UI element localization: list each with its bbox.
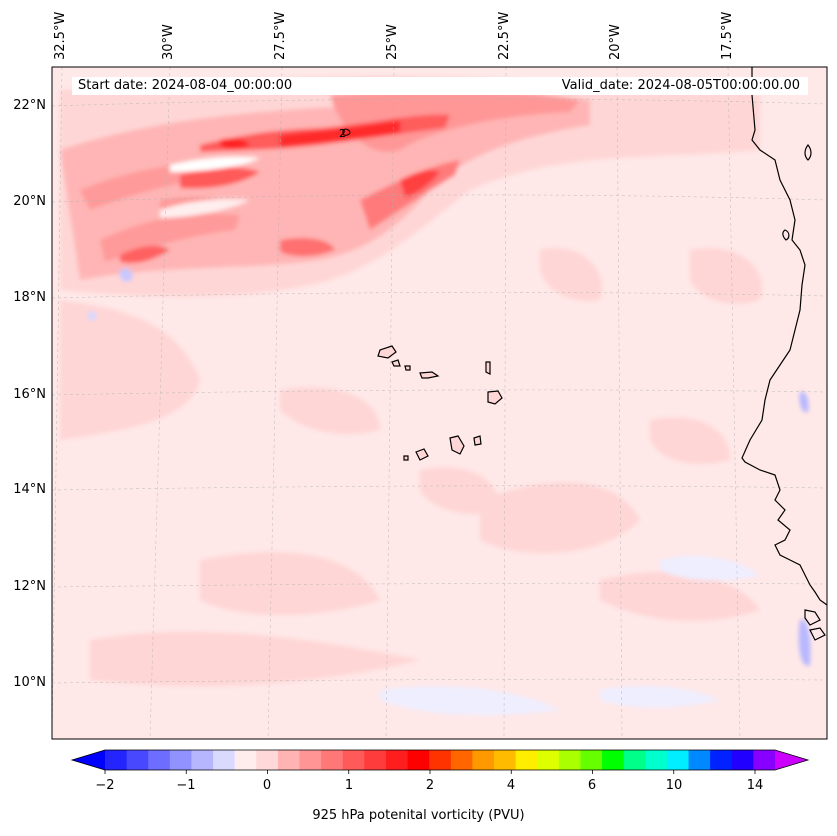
colorbar-cell xyxy=(407,750,430,770)
cape-verde-islands xyxy=(377,345,503,461)
colorbar-cell xyxy=(580,750,603,770)
map-gridlines xyxy=(52,67,827,739)
colorbar-tick-label: 2 xyxy=(425,778,435,793)
lat-label-20n: 20°N xyxy=(13,194,46,209)
colorbar-cell xyxy=(731,750,754,770)
colorbar-cell xyxy=(688,750,711,770)
lon-label-27-5w: 27.5°W xyxy=(273,11,288,60)
colorbar-cell xyxy=(623,750,646,770)
colorbar-cell xyxy=(277,750,301,770)
colorbar-cell xyxy=(364,750,387,770)
colorbar-tick-label: 4 xyxy=(506,778,516,793)
colorbar-extend-max xyxy=(775,750,808,770)
colorbar-cell xyxy=(299,750,322,770)
pv-contour-line-2: 2 xyxy=(339,127,351,140)
colorbar-cell xyxy=(213,750,236,770)
colorbar-tick-label: 10 xyxy=(665,778,683,793)
valid-date-label: Valid_date: 2024-08-05T00:00:00.00 xyxy=(561,78,800,93)
colorbar-cell xyxy=(494,750,517,770)
lat-label-10n: 10°N xyxy=(13,675,46,690)
date-banner xyxy=(72,77,808,95)
colorbar-cell xyxy=(256,750,279,770)
colorbar-cell xyxy=(385,750,409,770)
colorbar-cell xyxy=(710,750,733,770)
lon-label-17-5w: 17.5°W xyxy=(720,11,735,60)
map-panel: 2 xyxy=(52,67,827,739)
lat-label-22n: 22°N xyxy=(13,98,46,113)
colorbar-cell xyxy=(342,750,365,770)
colorbar-cell xyxy=(148,750,171,770)
colorbar-cell xyxy=(450,750,474,770)
colorbar-cell xyxy=(429,750,452,770)
lon-label-32-5w: 32.5°W xyxy=(53,11,68,60)
lat-label-12n: 12°N xyxy=(13,579,46,594)
colorbar-cell xyxy=(191,750,214,770)
colorbar-cell xyxy=(515,750,538,770)
colorbar-extend-min xyxy=(72,750,105,770)
colorbar-cell xyxy=(234,750,257,770)
lat-label-16n: 16°N xyxy=(13,387,46,402)
colorbar-cell xyxy=(321,750,344,770)
lon-label-22-5w: 22.5°W xyxy=(497,11,512,60)
colorbar-cell xyxy=(537,750,560,770)
lat-label-14n: 14°N xyxy=(13,482,46,497)
colorbar-tick-label: 1 xyxy=(344,778,354,793)
pv-contour-fill xyxy=(60,75,811,716)
colorbar-tick-label: −2 xyxy=(95,778,115,793)
colorbar-tick-label: −1 xyxy=(176,778,196,793)
map-frame xyxy=(51,66,828,740)
lat-label-18n: 18°N xyxy=(13,290,46,305)
colorbar-cell xyxy=(126,750,149,770)
colorbar-cell xyxy=(169,750,193,770)
colorbar-cell xyxy=(602,750,625,770)
start-date-label: Start date: 2024-08-04_00:00:00 xyxy=(78,78,293,93)
colorbar-tick-label: 14 xyxy=(746,778,764,793)
lon-label-30w: 30°W xyxy=(161,24,176,60)
lon-label-25w: 25°W xyxy=(385,24,400,60)
lon-label-20w: 20°W xyxy=(608,24,623,60)
colorbar-cell xyxy=(753,750,776,770)
colorbar-cell xyxy=(558,750,582,770)
colorbar-cell xyxy=(666,750,690,770)
colorbar-cell xyxy=(105,750,128,770)
colorbar-tick-label: 0 xyxy=(262,778,272,793)
colorbar-tick-label: 6 xyxy=(587,778,597,793)
colorbar-title: 925 hPa potenital vorticity (PVU) xyxy=(312,808,525,823)
colorbar xyxy=(70,749,810,774)
contour-label: 2 xyxy=(339,127,346,140)
colorbar-cell xyxy=(472,750,495,770)
colorbar-cell xyxy=(645,750,668,770)
coastline xyxy=(741,67,827,641)
